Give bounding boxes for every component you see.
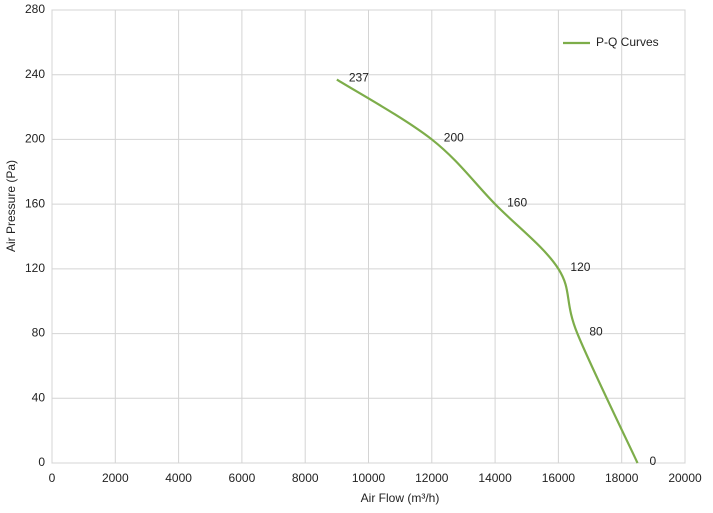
y-tick-label: 280 xyxy=(25,2,45,16)
data-label: 80 xyxy=(589,325,603,339)
data-label: 200 xyxy=(444,131,464,145)
x-tick-label: 6000 xyxy=(229,471,256,485)
y-tick-label: 160 xyxy=(25,196,45,210)
x-tick-label: 10000 xyxy=(352,471,386,485)
legend-label: P-Q Curves xyxy=(596,35,659,49)
y-tick-label: 240 xyxy=(25,67,45,81)
data-line xyxy=(336,78,639,464)
y-tick-label: 0 xyxy=(38,455,45,469)
data-label: 0 xyxy=(650,454,657,468)
x-tick-label: 0 xyxy=(49,471,56,485)
x-tick-label: 20000 xyxy=(668,471,702,485)
data-label: 237 xyxy=(349,71,369,85)
data-label: 160 xyxy=(507,195,527,209)
y-tick-label: 80 xyxy=(32,326,46,340)
y-tick-label: 200 xyxy=(25,132,45,146)
y-tick-label: 120 xyxy=(25,261,45,275)
x-tick-label: 4000 xyxy=(165,471,192,485)
x-tick-label: 18000 xyxy=(605,471,639,485)
data-label: 120 xyxy=(570,260,590,274)
x-tick-label: 14000 xyxy=(478,471,512,485)
x-axis-title: Air Flow (m³/h) xyxy=(361,491,440,505)
x-tick-label: 8000 xyxy=(292,471,319,485)
x-tick-label: 16000 xyxy=(542,471,576,485)
y-tick-label: 40 xyxy=(32,390,46,404)
y-axis-title: Air Pressure (Pa) xyxy=(4,160,18,252)
x-tick-label: 2000 xyxy=(102,471,129,485)
x-tick-label: 12000 xyxy=(415,471,449,485)
